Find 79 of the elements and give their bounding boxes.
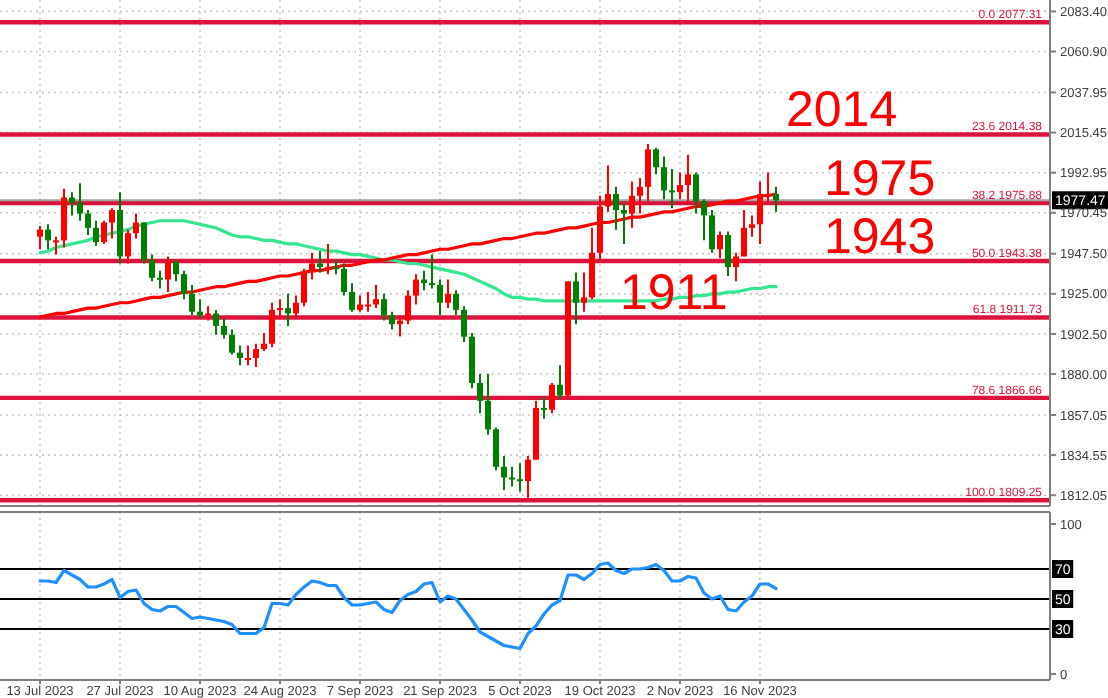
candlestick (613, 185, 619, 231)
candlestick (245, 344, 251, 367)
candlestick (365, 291, 371, 313)
candlestick (413, 273, 419, 306)
candlestick (581, 271, 587, 313)
candlestick (517, 462, 523, 493)
candlestick (301, 267, 307, 308)
candlestick (405, 289, 411, 326)
candlestick (453, 289, 459, 317)
candlestick (237, 344, 243, 367)
candlestick (509, 465, 515, 488)
candlestick (141, 221, 147, 265)
candlestick (709, 209, 715, 254)
candlestick (445, 278, 451, 310)
candlestick (381, 292, 387, 322)
candlestick (645, 143, 651, 203)
candlestick (469, 332, 475, 390)
candlestick (101, 219, 107, 245)
candlestick (701, 198, 707, 242)
candlestick (661, 155, 667, 201)
candlestick (573, 271, 579, 326)
candlestick (173, 258, 179, 283)
candlestick (741, 209, 747, 258)
candlestick (181, 269, 187, 301)
annotation: 2014 (786, 82, 898, 139)
candlestick (461, 305, 467, 343)
candlestick (117, 191, 123, 265)
candlestick (725, 230, 731, 277)
candlestick (349, 282, 355, 313)
candlestick (309, 251, 315, 281)
candlestick (653, 146, 659, 176)
candlestick (749, 214, 755, 238)
candlestick (93, 219, 99, 247)
candlestick (373, 283, 379, 310)
candlestick (229, 328, 235, 356)
candlestick (693, 171, 699, 215)
candlestick (733, 251, 739, 283)
candlestick (493, 426, 499, 472)
candlestick (677, 171, 683, 201)
candlestick (525, 455, 531, 500)
candlestick (501, 455, 507, 491)
candlestick (341, 262, 347, 297)
candlestick (773, 185, 779, 213)
candlestick (85, 209, 91, 236)
candlestick (125, 228, 131, 265)
line-series (38, 561, 778, 651)
candlestick (621, 201, 627, 245)
candlestick (285, 292, 291, 327)
candlestick (477, 373, 483, 415)
candlestick (269, 301, 275, 349)
annotation: 1943 (824, 209, 936, 266)
candlestick (61, 187, 67, 249)
candlestick (717, 230, 723, 260)
candlestick (325, 242, 331, 276)
candlestick (37, 225, 43, 251)
candlestick (133, 212, 139, 240)
candlestick (557, 364, 563, 401)
candlestick (77, 182, 83, 222)
candlestick (437, 278, 443, 317)
candlestick (213, 308, 219, 336)
candlestick (45, 223, 51, 251)
candlestick (165, 255, 171, 294)
candlestick (293, 294, 299, 319)
candlestick (189, 283, 195, 317)
candlestick (669, 168, 675, 210)
candlestick (605, 164, 611, 213)
candlestick (253, 342, 259, 368)
candlestick (69, 191, 75, 217)
candlestick (429, 253, 435, 290)
annotation: 1975 (824, 151, 936, 208)
candlestick (277, 298, 283, 320)
candlestick (541, 396, 547, 420)
candlestick (149, 253, 155, 283)
candlestick (589, 226, 595, 301)
candlestick (109, 207, 115, 240)
candlestick (205, 305, 211, 322)
candlestick (485, 373, 491, 436)
candlestick (221, 317, 227, 340)
candlestick (549, 381, 555, 415)
